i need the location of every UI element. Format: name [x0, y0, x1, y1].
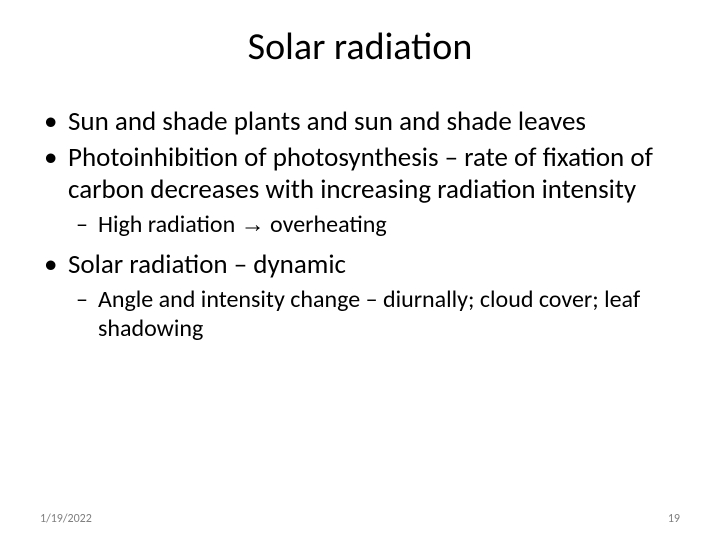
sub-bullet-text-pre: High radiation — [98, 210, 241, 239]
sub-bullet-item: Angle and intensity change – diurnally; … — [40, 285, 680, 344]
sub-bullet-item: High radiation → overheating — [40, 210, 680, 239]
bullet-list: Sun and shade plants and sun and shade l… — [40, 106, 680, 343]
slide: Solar radiation Sun and shade plants and… — [0, 0, 720, 540]
sub-bullet-text-post: overheating — [265, 210, 387, 239]
bullet-item: Solar radiation – dynamic — [40, 249, 680, 281]
slide-body: Sun and shade plants and sun and shade l… — [40, 106, 680, 343]
footer-date: 1/19/2022 — [40, 512, 92, 526]
slide-title: Solar radiation — [40, 24, 680, 70]
bullet-item: Photoinhibition of photosynthesis – rate… — [40, 142, 680, 206]
arrow-icon: → — [241, 211, 265, 238]
bullet-item: Sun and shade plants and sun and shade l… — [40, 106, 680, 138]
footer-page-number: 19 — [668, 512, 680, 526]
